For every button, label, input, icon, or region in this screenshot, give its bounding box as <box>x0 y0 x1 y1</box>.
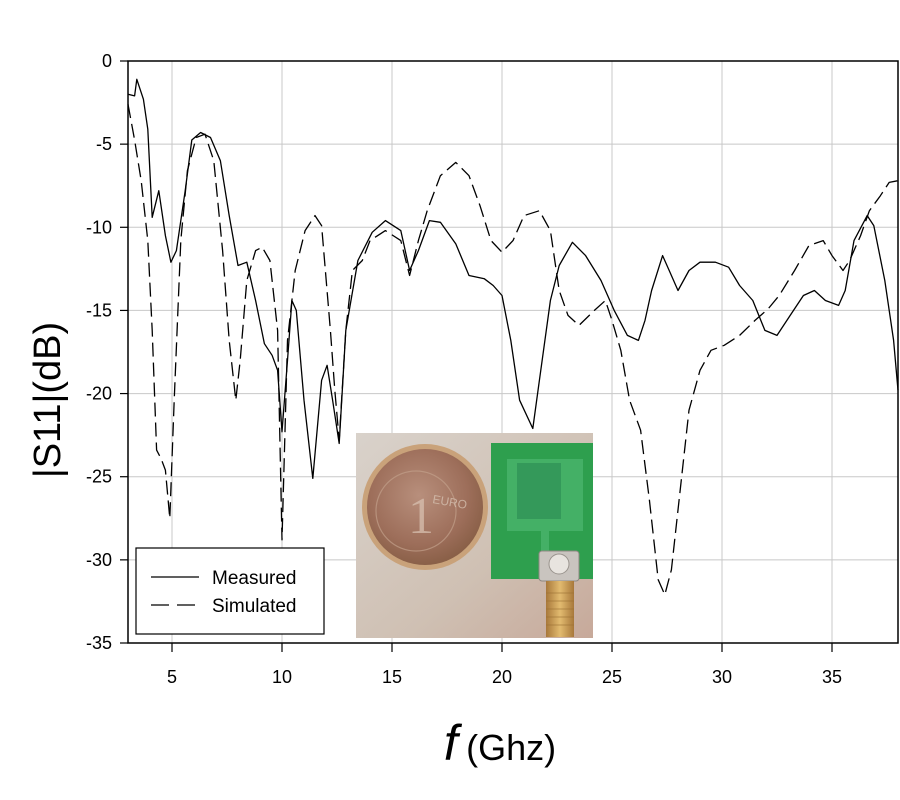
legend: Measured Simulated <box>135 547 325 635</box>
legend-label-measured: Measured <box>212 568 297 589</box>
y-tick-label: -10 <box>86 217 112 237</box>
x-tick-label: 15 <box>382 667 402 687</box>
y-tick-label: 0 <box>102 51 112 71</box>
y-tick-label: -35 <box>86 633 112 653</box>
sma-connector <box>538 550 580 637</box>
coin-denomination: 1 <box>408 488 434 545</box>
x-axis-label: f (Ghz) <box>444 715 556 771</box>
euro-coin: 1 EURO <box>362 444 488 570</box>
series-simulated <box>127 104 899 596</box>
y-axis-ticks: 0 -5 -10 -15 -20 -25 -30 -35 <box>86 51 128 653</box>
x-tick-label: 25 <box>602 667 622 687</box>
coin-text: EURO <box>431 492 468 512</box>
x-tick-label: 5 <box>167 667 177 687</box>
y-tick-label: -30 <box>86 550 112 570</box>
y-tick-label: -15 <box>86 300 112 320</box>
legend-label-simulated: Simulated <box>212 596 297 617</box>
x-tick-label: 35 <box>822 667 842 687</box>
series-measured <box>127 78 899 480</box>
y-tick-label: -20 <box>86 384 112 404</box>
x-tick-label: 20 <box>492 667 512 687</box>
x-tick-label: 30 <box>712 667 732 687</box>
plot-frame <box>127 60 899 644</box>
x-axis-unit: (Ghz) <box>466 727 556 768</box>
data-series <box>127 78 899 596</box>
y-tick-label: -5 <box>96 134 112 154</box>
y-axis-label: |S11|(dB) <box>27 322 69 478</box>
x-axis-ticks: 5 10 15 20 25 30 35 <box>167 643 842 687</box>
y-tick-label: -25 <box>86 467 112 487</box>
antenna-photo-inset: 1 EURO <box>356 433 593 638</box>
x-tick-label: 10 <box>272 667 292 687</box>
x-axis-symbol: f <box>444 715 463 771</box>
legend-box <box>135 547 325 635</box>
